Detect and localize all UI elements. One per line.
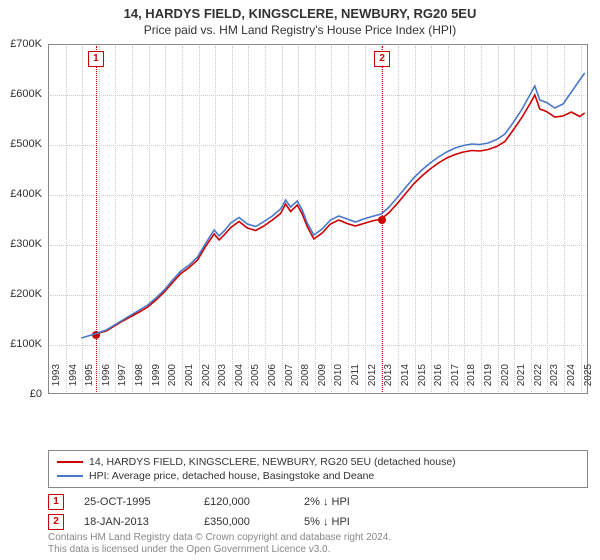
ytick-label: £700K xyxy=(0,38,42,50)
xtick-label: 2005 xyxy=(250,364,261,396)
footer-line2: This data is licensed under the Open Gov… xyxy=(48,544,588,556)
xtick-label: 2003 xyxy=(217,364,228,396)
xtick-label: 2015 xyxy=(417,364,428,396)
event-date: 18-JAN-2013 xyxy=(84,516,184,528)
xtick-label: 2017 xyxy=(450,364,461,396)
xtick-label: 2019 xyxy=(483,364,494,396)
xtick-label: 1994 xyxy=(68,364,79,396)
xtick-label: 2001 xyxy=(184,364,195,396)
xtick-label: 1997 xyxy=(117,364,128,396)
event-price: £120,000 xyxy=(204,496,284,508)
xtick-label: 1993 xyxy=(51,364,62,396)
legend-row: HPI: Average price, detached house, Basi… xyxy=(57,469,579,483)
legend-row: 14, HARDYS FIELD, KINGSCLERE, NEWBURY, R… xyxy=(57,455,579,469)
legend-swatch xyxy=(57,475,83,477)
event-hpi: 5% ↓ HPI xyxy=(304,516,384,528)
xtick-label: 2010 xyxy=(333,364,344,396)
xtick-label: 2007 xyxy=(284,364,295,396)
xtick-label: 2006 xyxy=(267,364,278,396)
xtick-label: 1999 xyxy=(151,364,162,396)
legend: 14, HARDYS FIELD, KINGSCLERE, NEWBURY, R… xyxy=(48,450,588,488)
xtick-label: 2023 xyxy=(549,364,560,396)
legend-label: HPI: Average price, detached house, Basi… xyxy=(89,470,374,482)
xtick-label: 2022 xyxy=(533,364,544,396)
ytick-label: £400K xyxy=(0,188,42,200)
xtick-label: 2013 xyxy=(383,364,394,396)
event-marker: 1 xyxy=(48,494,64,510)
ytick-label: £600K xyxy=(0,88,42,100)
event-date: 25-OCT-1995 xyxy=(84,496,184,508)
xtick-label: 2020 xyxy=(500,364,511,396)
xtick-label: 2000 xyxy=(167,364,178,396)
ytick-label: £300K xyxy=(0,238,42,250)
xtick-label: 1995 xyxy=(84,364,95,396)
xtick-label: 2008 xyxy=(300,364,311,396)
event-hpi: 2% ↓ HPI xyxy=(304,496,384,508)
xtick-label: 1998 xyxy=(134,364,145,396)
xtick-label: 2018 xyxy=(466,364,477,396)
ytick-label: £0 xyxy=(0,388,42,400)
chart-area: 12 £0£100K£200K£300K£400K£500K£600K£700K… xyxy=(48,44,588,414)
xtick-label: 2012 xyxy=(367,364,378,396)
ytick-label: £200K xyxy=(0,288,42,300)
chart-title: 14, HARDYS FIELD, KINGSCLERE, NEWBURY, R… xyxy=(0,0,600,21)
series-hpi xyxy=(81,73,584,338)
xtick-label: 2002 xyxy=(201,364,212,396)
chart-lines xyxy=(48,44,588,394)
footer-line1: Contains HM Land Registry data © Crown c… xyxy=(48,532,588,544)
xtick-label: 2025 xyxy=(583,364,594,396)
event-marker: 2 xyxy=(48,514,64,530)
event-price: £350,000 xyxy=(204,516,284,528)
xtick-label: 2014 xyxy=(400,364,411,396)
xtick-label: 2024 xyxy=(566,364,577,396)
xtick-label: 2011 xyxy=(350,364,361,396)
chart-subtitle: Price paid vs. HM Land Registry's House … xyxy=(0,21,600,43)
xtick-label: 2021 xyxy=(516,364,527,396)
ytick-label: £500K xyxy=(0,138,42,150)
xtick-label: 2004 xyxy=(234,364,245,396)
legend-swatch xyxy=(57,461,83,463)
event-row: 1 25-OCT-1995 £120,000 2% ↓ HPI xyxy=(48,492,588,512)
xtick-label: 2009 xyxy=(317,364,328,396)
xtick-label: 2016 xyxy=(433,364,444,396)
event-row: 2 18-JAN-2013 £350,000 5% ↓ HPI xyxy=(48,512,588,532)
xtick-label: 1996 xyxy=(101,364,112,396)
footer-attribution: Contains HM Land Registry data © Crown c… xyxy=(48,532,588,556)
events-table: 1 25-OCT-1995 £120,000 2% ↓ HPI 2 18-JAN-2013… xyxy=(48,492,588,532)
legend-label: 14, HARDYS FIELD, KINGSCLERE, NEWBURY, R… xyxy=(89,456,456,468)
ytick-label: £100K xyxy=(0,338,42,350)
series-property xyxy=(95,95,585,334)
